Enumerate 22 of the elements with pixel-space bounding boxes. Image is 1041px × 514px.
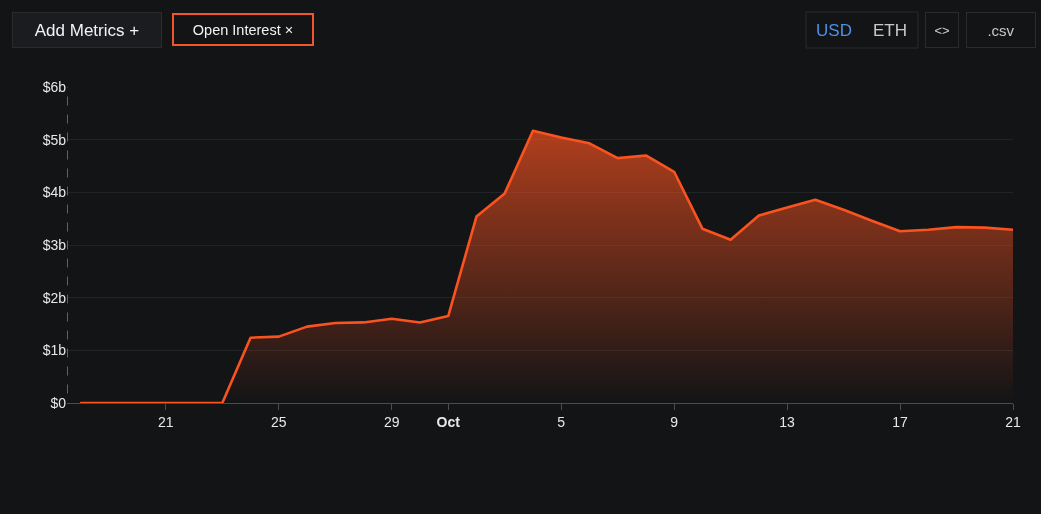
x-tick-label: 25 — [271, 413, 287, 430]
x-tick-label: 21 — [1005, 413, 1021, 430]
y-tick-label: $1b — [42, 342, 67, 359]
text: USD — [816, 20, 852, 40]
y-tick-label: $2b — [42, 289, 67, 306]
y-tick-label: $0 — [50, 394, 67, 411]
y-tick-label: $4b — [42, 184, 67, 201]
text: <> — [934, 22, 950, 38]
y-tick-label: $5b — [42, 131, 67, 148]
text: .csv — [987, 21, 1015, 39]
text: ETH — [873, 20, 907, 40]
x-tick-label: Oct — [436, 413, 461, 430]
text: Open Interest × — [192, 21, 294, 38]
x-tick-label: 17 — [892, 413, 909, 430]
x-tick-label: 9 — [670, 413, 679, 430]
x-tick-label: 13 — [779, 413, 796, 430]
x-tick-label: 29 — [383, 413, 400, 430]
y-tick-label: $3b — [42, 236, 67, 253]
x-tick-label: 5 — [557, 413, 566, 430]
x-tick-label: 21 — [158, 413, 174, 430]
text: Add Metrics + — [34, 20, 140, 40]
y-tick-label: $6b — [42, 78, 67, 95]
